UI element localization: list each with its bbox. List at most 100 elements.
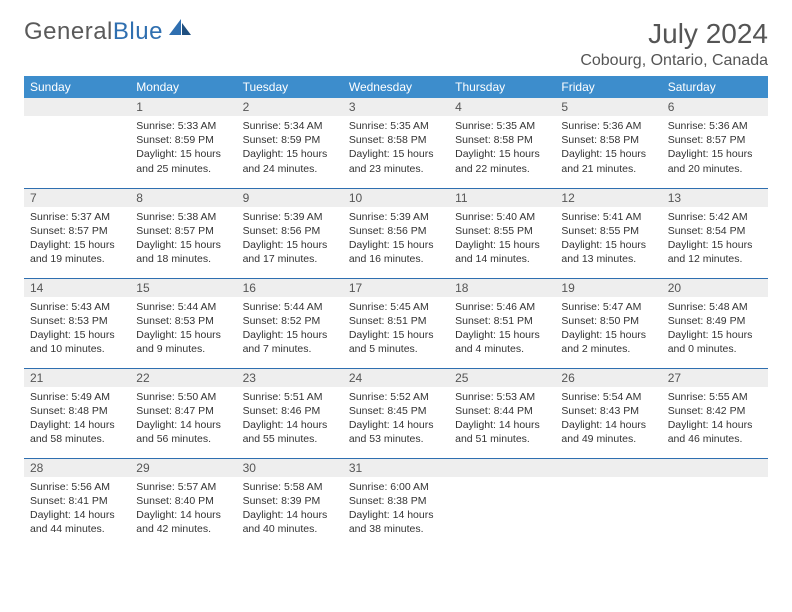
- day-details: Sunrise: 5:35 AMSunset: 8:58 PMDaylight:…: [449, 116, 555, 182]
- weekday-header: Monday: [130, 76, 236, 98]
- sunset-line: Sunset: 8:55 PM: [561, 224, 655, 238]
- calendar-cell: 28Sunrise: 5:56 AMSunset: 8:41 PMDayligh…: [24, 458, 130, 548]
- day-details: Sunrise: 5:39 AMSunset: 8:56 PMDaylight:…: [237, 207, 343, 273]
- day-details: Sunrise: 5:58 AMSunset: 8:39 PMDaylight:…: [237, 477, 343, 543]
- calendar-row: 1Sunrise: 5:33 AMSunset: 8:59 PMDaylight…: [24, 98, 768, 188]
- daylight-line: Daylight: 15 hours and 7 minutes.: [243, 328, 337, 356]
- daylight-line: Daylight: 14 hours and 55 minutes.: [243, 418, 337, 446]
- day-details: Sunrise: 5:35 AMSunset: 8:58 PMDaylight:…: [343, 116, 449, 182]
- day-number: 12: [555, 189, 661, 207]
- sunset-line: Sunset: 8:55 PM: [455, 224, 549, 238]
- weekday-header: Wednesday: [343, 76, 449, 98]
- calendar-table: Sunday Monday Tuesday Wednesday Thursday…: [24, 76, 768, 548]
- daylight-line: Daylight: 14 hours and 56 minutes.: [136, 418, 230, 446]
- calendar-cell: 20Sunrise: 5:48 AMSunset: 8:49 PMDayligh…: [662, 278, 768, 368]
- daylight-line: Daylight: 15 hours and 23 minutes.: [349, 147, 443, 175]
- sunrise-line: Sunrise: 5:52 AM: [349, 390, 443, 404]
- calendar-cell: 31Sunrise: 6:00 AMSunset: 8:38 PMDayligh…: [343, 458, 449, 548]
- day-details: Sunrise: 5:36 AMSunset: 8:58 PMDaylight:…: [555, 116, 661, 182]
- day-number: 7: [24, 189, 130, 207]
- calendar-cell: 6Sunrise: 5:36 AMSunset: 8:57 PMDaylight…: [662, 98, 768, 188]
- calendar-cell: 7 Sunrise: 5:37 AMSunset: 8:57 PMDaylight…: [24, 188, 130, 278]
- sunrise-line: Sunrise: 5:47 AM: [561, 300, 655, 314]
- daylight-line: Daylight: 15 hours and 25 minutes.: [136, 147, 230, 175]
- sunset-line: Sunset: 8:59 PM: [243, 133, 337, 147]
- sunset-line: Sunset: 8:57 PM: [136, 224, 230, 238]
- weekday-header: Saturday: [662, 76, 768, 98]
- day-number: 2: [237, 98, 343, 116]
- sunset-line: Sunset: 8:51 PM: [349, 314, 443, 328]
- sunrise-line: Sunrise: 5:53 AM: [455, 390, 549, 404]
- logo-word-blue: Blue: [113, 18, 163, 46]
- sunset-line: Sunset: 8:58 PM: [349, 133, 443, 147]
- sunrise-line: Sunrise: 5:38 AM: [136, 210, 230, 224]
- day-number: 24: [343, 369, 449, 387]
- daylight-line: Daylight: 15 hours and 2 minutes.: [561, 328, 655, 356]
- day-number: 10: [343, 189, 449, 207]
- calendar-cell: 25Sunrise: 5:53 AMSunset: 8:44 PMDayligh…: [449, 368, 555, 458]
- daylight-line: Daylight: 15 hours and 22 minutes.: [455, 147, 549, 175]
- daylight-line: Daylight: 15 hours and 12 minutes.: [668, 238, 762, 266]
- calendar-cell: [24, 98, 130, 188]
- day-details: Sunrise: 5:38 AMSunset: 8:57 PMDaylight:…: [130, 207, 236, 273]
- daylight-line: Daylight: 15 hours and 19 minutes.: [30, 238, 124, 266]
- daylight-line: Daylight: 15 hours and 24 minutes.: [243, 147, 337, 175]
- day-details: Sunrise: 5:57 AMSunset: 8:40 PMDaylight:…: [130, 477, 236, 543]
- calendar-cell: 22Sunrise: 5:50 AMSunset: 8:47 PMDayligh…: [130, 368, 236, 458]
- sunrise-line: Sunrise: 5:54 AM: [561, 390, 655, 404]
- daylight-line: Daylight: 14 hours and 40 minutes.: [243, 508, 337, 536]
- calendar-cell: 9Sunrise: 5:39 AMSunset: 8:56 PMDaylight…: [237, 188, 343, 278]
- weekday-header-row: Sunday Monday Tuesday Wednesday Thursday…: [24, 76, 768, 98]
- day-details: Sunrise: 5:40 AMSunset: 8:55 PMDaylight:…: [449, 207, 555, 273]
- sunset-line: Sunset: 8:56 PM: [243, 224, 337, 238]
- sunrise-line: Sunrise: 5:57 AM: [136, 480, 230, 494]
- sunrise-line: Sunrise: 5:39 AM: [349, 210, 443, 224]
- sunset-line: Sunset: 8:57 PM: [668, 133, 762, 147]
- daylight-line: Daylight: 14 hours and 53 minutes.: [349, 418, 443, 446]
- day-details: Sunrise: 5:39 AMSunset: 8:56 PMDaylight:…: [343, 207, 449, 273]
- sunset-line: Sunset: 8:49 PM: [668, 314, 762, 328]
- calendar-cell: 27Sunrise: 5:55 AMSunset: 8:42 PMDayligh…: [662, 368, 768, 458]
- calendar-cell: 10Sunrise: 5:39 AMSunset: 8:56 PMDayligh…: [343, 188, 449, 278]
- day-details: Sunrise: 5:50 AMSunset: 8:47 PMDaylight:…: [130, 387, 236, 453]
- daylight-line: Daylight: 15 hours and 0 minutes.: [668, 328, 762, 356]
- daylight-line: Daylight: 15 hours and 14 minutes.: [455, 238, 549, 266]
- calendar-row: 21Sunrise: 5:49 AMSunset: 8:48 PMDayligh…: [24, 368, 768, 458]
- sunrise-line: Sunrise: 5:35 AM: [455, 119, 549, 133]
- sunset-line: Sunset: 8:59 PM: [136, 133, 230, 147]
- day-number: 11: [449, 189, 555, 207]
- day-details: Sunrise: 5:36 AMSunset: 8:57 PMDaylight:…: [662, 116, 768, 182]
- day-details: Sunrise: 6:00 AMSunset: 8:38 PMDaylight:…: [343, 477, 449, 543]
- day-number: 16: [237, 279, 343, 297]
- day-number: 5: [555, 98, 661, 116]
- calendar-cell: 16Sunrise: 5:44 AMSunset: 8:52 PMDayligh…: [237, 278, 343, 368]
- calendar-cell: 1Sunrise: 5:33 AMSunset: 8:59 PMDaylight…: [130, 98, 236, 188]
- calendar-cell: 18Sunrise: 5:46 AMSunset: 8:51 PMDayligh…: [449, 278, 555, 368]
- calendar-cell: 15Sunrise: 5:44 AMSunset: 8:53 PMDayligh…: [130, 278, 236, 368]
- calendar-cell: 2Sunrise: 5:34 AMSunset: 8:59 PMDaylight…: [237, 98, 343, 188]
- weekday-header: Tuesday: [237, 76, 343, 98]
- sunrise-line: Sunrise: 5:42 AM: [668, 210, 762, 224]
- sunrise-line: Sunrise: 6:00 AM: [349, 480, 443, 494]
- daylight-line: Daylight: 15 hours and 17 minutes.: [243, 238, 337, 266]
- calendar-row: 7Sunrise: 5:37 AMSunset: 8:57 PMDaylight…: [24, 188, 768, 278]
- sunrise-line: Sunrise: 5:51 AM: [243, 390, 337, 404]
- sunset-line: Sunset: 8:57 PM: [30, 224, 124, 238]
- sunset-line: Sunset: 8:41 PM: [30, 494, 124, 508]
- daylight-line: Daylight: 15 hours and 18 minutes.: [136, 238, 230, 266]
- sunrise-line: Sunrise: 5:39 AM: [243, 210, 337, 224]
- daylight-line: Daylight: 14 hours and 58 minutes.: [30, 418, 124, 446]
- day-details: Sunrise: 5:46 AMSunset: 8:51 PMDaylight:…: [449, 297, 555, 363]
- sunset-line: Sunset: 8:48 PM: [30, 404, 124, 418]
- day-number: 15: [130, 279, 236, 297]
- day-number: 22: [130, 369, 236, 387]
- title-block: July 2024 Cobourg, Ontario, Canada: [580, 18, 768, 70]
- calendar-cell: 26Sunrise: 5:54 AMSunset: 8:43 PMDayligh…: [555, 368, 661, 458]
- day-details: Sunrise: 5:33 AMSunset: 8:59 PMDaylight:…: [130, 116, 236, 182]
- calendar-cell: 29Sunrise: 5:57 AMSunset: 8:40 PMDayligh…: [130, 458, 236, 548]
- calendar-cell: 3Sunrise: 5:35 AMSunset: 8:58 PMDaylight…: [343, 98, 449, 188]
- day-details: Sunrise: 5:45 AMSunset: 8:51 PMDaylight:…: [343, 297, 449, 363]
- sunrise-line: Sunrise: 5:37 AM: [30, 210, 124, 224]
- day-details: Sunrise: 5:34 AMSunset: 8:59 PMDaylight:…: [237, 116, 343, 182]
- sunrise-line: Sunrise: 5:40 AM: [455, 210, 549, 224]
